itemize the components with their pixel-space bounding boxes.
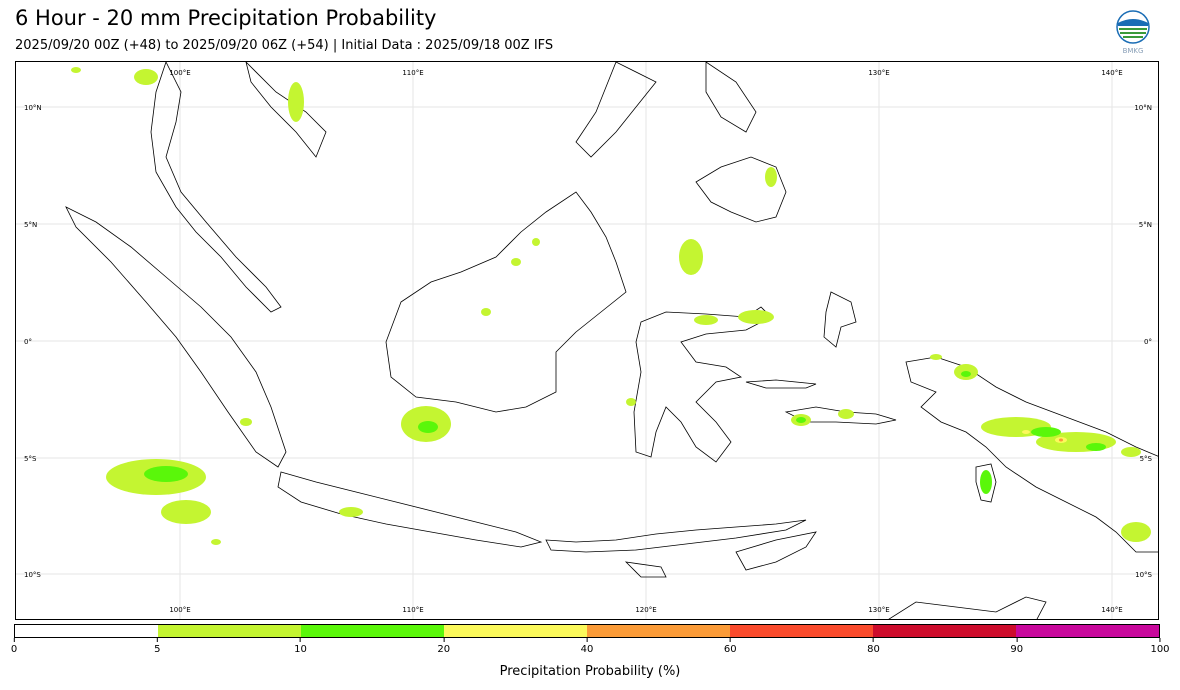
colorbar-segment-80-90 bbox=[873, 625, 1016, 637]
lat-label-left-3: 0° bbox=[24, 338, 32, 346]
colorbar-tick: 90 bbox=[1010, 638, 1023, 655]
colorbar-label: Precipitation Probability (%) bbox=[499, 664, 681, 679]
colorbar-segment-60-80 bbox=[730, 625, 873, 637]
lon-label-bottom-1: 100°E bbox=[169, 606, 190, 614]
map-subtitle: 2025/09/20 00Z (+48) to 2025/09/20 06Z (… bbox=[15, 38, 554, 53]
lat-label-right-2: 5°N bbox=[1139, 221, 1152, 229]
lon-label-bottom-3: 120°E bbox=[635, 606, 656, 614]
map-canvas: 100°E 110°E 130°E 140°E 100°E 110°E 120°… bbox=[15, 61, 1159, 620]
lat-label-right-1: 10°N bbox=[1134, 104, 1152, 112]
colorbar-ticks: 0 5 10 20 40 60 80 90 100 bbox=[11, 638, 1170, 658]
colorbar-tick: 100 bbox=[1150, 638, 1169, 655]
colorbar-segment-0-5 bbox=[15, 625, 158, 637]
colorbar-segment-10-20 bbox=[301, 625, 444, 637]
colorbar-segment-5-10 bbox=[158, 625, 301, 637]
precipitation-areas bbox=[71, 67, 1151, 545]
colorbar-tick: 40 bbox=[581, 638, 594, 655]
lat-label-left-2: 5°N bbox=[24, 221, 37, 229]
colorbar-tick: 60 bbox=[724, 638, 737, 655]
lat-label-right-3: 0° bbox=[1144, 338, 1152, 346]
colorbar-tick: 20 bbox=[437, 638, 450, 655]
colorbar-tick: 10 bbox=[294, 638, 307, 655]
coastlines bbox=[65, 62, 1158, 619]
bmkg-logo: BMKG bbox=[1114, 10, 1152, 56]
lat-label-right-5: 10°S bbox=[1135, 571, 1152, 579]
colorbar-segment-20-40 bbox=[444, 625, 587, 637]
lat-label-left-5: 10°S bbox=[24, 571, 41, 579]
colorbar-tick: 0 bbox=[11, 638, 17, 655]
lon-label-bottom-4: 130°E bbox=[868, 606, 889, 614]
colorbar bbox=[14, 624, 1160, 638]
lon-label-bottom-5: 140°E bbox=[1101, 606, 1122, 614]
bmkg-logo-text: BMKG bbox=[1123, 47, 1144, 55]
map-title: 6 Hour - 20 mm Precipitation Probability bbox=[15, 6, 437, 30]
lat-label-right-4: 5°S bbox=[1140, 455, 1153, 463]
lat-label-left-1: 10°N bbox=[24, 104, 42, 112]
lon-label-top-1: 100°E bbox=[169, 69, 190, 77]
lat-label-left-4: 5°S bbox=[24, 455, 37, 463]
lon-label-bottom-2: 110°E bbox=[402, 606, 423, 614]
lon-label-top-5: 140°E bbox=[1101, 69, 1122, 77]
lon-label-top-4: 130°E bbox=[868, 69, 889, 77]
colorbar-tick: 80 bbox=[867, 638, 880, 655]
colorbar-tick: 5 bbox=[154, 638, 160, 655]
colorbar-segment-90-100 bbox=[1016, 625, 1159, 637]
graticule bbox=[16, 62, 1158, 619]
colorbar-segment-40-60 bbox=[587, 625, 730, 637]
lon-label-top-2: 110°E bbox=[402, 69, 423, 77]
